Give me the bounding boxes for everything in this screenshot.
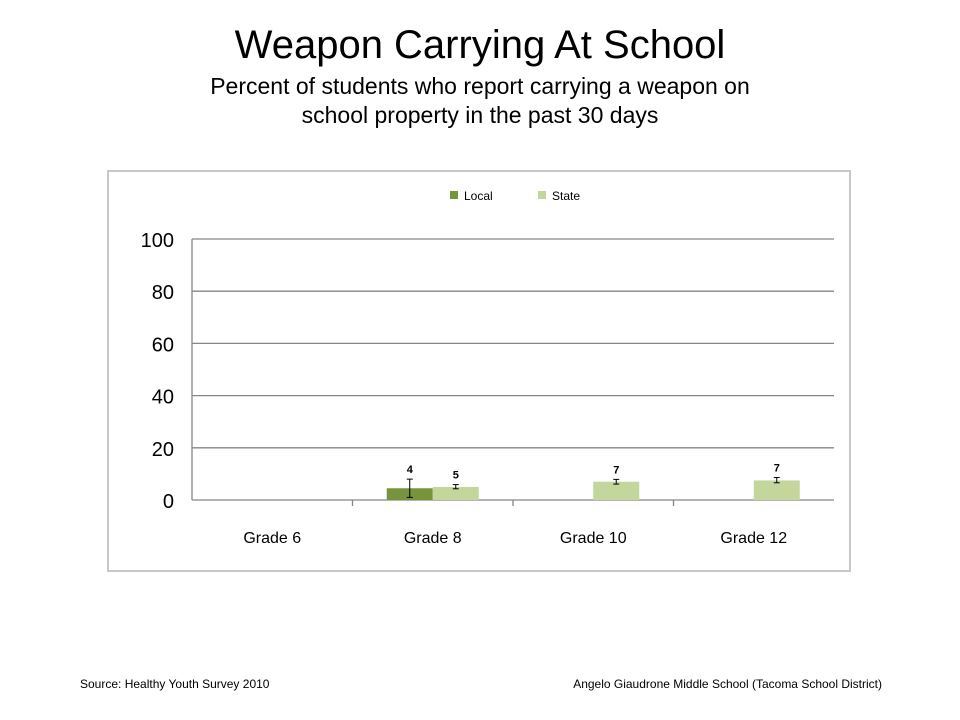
bar-state: [593, 481, 640, 500]
legend-swatch-state: [538, 191, 546, 199]
chart-frame: [107, 170, 851, 572]
y-tick-label: 60: [152, 334, 174, 356]
page-subtitle: Percent of students who report carrying …: [210, 73, 750, 128]
bar-state: [753, 480, 800, 500]
data-label: 5: [453, 470, 459, 482]
data-label: 4: [407, 464, 414, 476]
school-note: Angelo Giaudrone Middle School (Tacoma S…: [573, 677, 882, 691]
legend-label-state: State: [552, 189, 580, 203]
x-tick-label: Grade 8: [404, 530, 462, 547]
x-tick-label: Grade 6: [243, 530, 301, 547]
data-label: 7: [613, 464, 619, 476]
x-tick-label: Grade 10: [560, 530, 627, 547]
y-tick-label: 0: [163, 491, 174, 513]
source-note: Source: Healthy Youth Survey 2010: [80, 677, 270, 691]
bar-state: [432, 486, 479, 500]
y-tick-label: 20: [152, 439, 174, 461]
y-tick-label: 100: [141, 230, 174, 252]
legend-label-local: Local: [464, 189, 493, 203]
x-tick-label: Grade 12: [720, 530, 787, 547]
data-label: 7: [774, 463, 780, 475]
page-title: Weapon Carrying At School: [234, 23, 726, 67]
legend-swatch-local: [450, 191, 458, 199]
y-tick-label: 80: [152, 282, 174, 304]
y-tick-label: 40: [152, 387, 174, 409]
